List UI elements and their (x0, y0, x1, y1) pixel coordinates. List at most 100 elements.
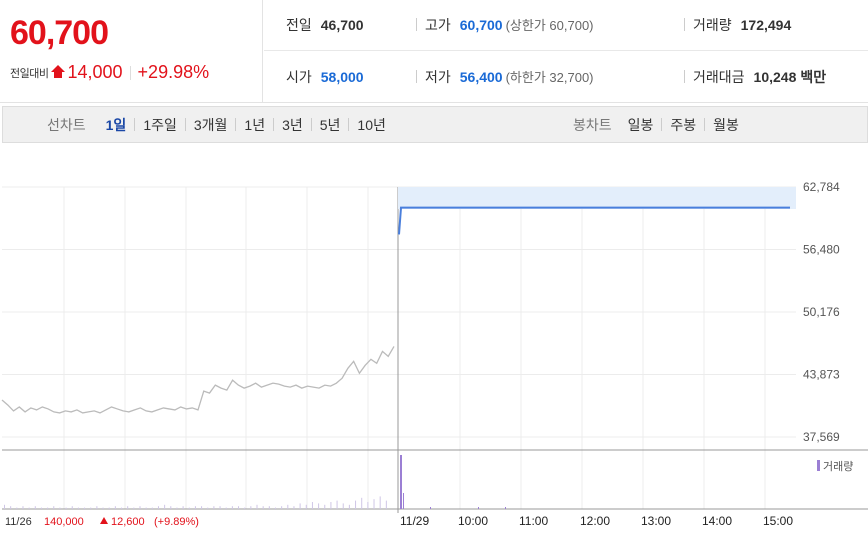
tab-3y[interactable]: 3년 (282, 116, 303, 133)
volume-bar (324, 504, 326, 509)
stat-label: 저가 (425, 68, 451, 85)
chart-highlight (398, 187, 796, 209)
divider (416, 18, 417, 31)
change-amount: 14,000 (67, 62, 123, 82)
quote-panel: 60,700 전일대비 14,000 +29.98% 전일 46,700 고가 … (0, 0, 868, 103)
volume-bar (311, 502, 313, 509)
stats-row-1: 전일 46,700 고가 60,700 (상한가 60,700) 거래량 172… (264, 0, 868, 51)
volume-bar (34, 506, 36, 509)
volume-bar (164, 504, 166, 509)
volume-bar (403, 493, 404, 509)
volume-bar (127, 506, 129, 509)
volume-bar (96, 506, 98, 509)
volume-bar (53, 506, 55, 509)
prev-day-change: 12,600 (111, 516, 145, 528)
volume-bar (71, 506, 73, 509)
tab-10y[interactable]: 10년 (357, 116, 386, 133)
volume-bar (256, 504, 258, 509)
tab-weekly-candle[interactable]: 주봉 (670, 116, 697, 133)
stat-label: 고가 (425, 17, 451, 33)
volume-bar (348, 504, 350, 509)
stat-value: 56,400 (459, 68, 503, 85)
tab-1y[interactable]: 1년 (244, 116, 266, 133)
x-axis-labels: 11/29 10:00 11:00 12:00 13:00 14:00 15:00 (400, 514, 793, 528)
volume-bar (400, 455, 402, 509)
stat-open: 시가 58,000 (286, 67, 364, 87)
prev-day-pct: (+9.89%) (154, 516, 199, 528)
stat-value: 172,494 (740, 17, 792, 33)
volume-bar (47, 507, 49, 509)
volume-bar (213, 506, 215, 509)
volume-bar (430, 507, 431, 509)
chart-tabbar: 선차트 1일 1주일 3개월 1년 3년 5년 10년 봉차트 일봉 주봉 월봉 (2, 106, 868, 143)
volume-bar (90, 507, 92, 509)
volume-bar (22, 506, 24, 509)
volume-bar (157, 506, 159, 509)
stat-high: 고가 60,700 (상한가 60,700) (416, 15, 594, 35)
volume-bar (108, 507, 110, 509)
volume-legend: 거래량 (817, 460, 853, 473)
volume-bar (373, 499, 375, 509)
volume-bar (367, 502, 369, 509)
volume-bar (336, 500, 338, 509)
volume-bar (139, 506, 141, 509)
stat-label: 전일 (286, 17, 312, 33)
volume-bar (385, 500, 387, 509)
tab-1w[interactable]: 1주일 (143, 116, 177, 133)
volume-bars (4, 455, 506, 509)
volume-bar (114, 506, 116, 509)
volume-bar (151, 507, 153, 509)
volume-bar (238, 506, 240, 509)
volume-bar (182, 506, 184, 509)
line-chart-title: 선차트 (47, 116, 86, 133)
volume-bar (77, 507, 79, 509)
x-tick-label: 12:00 (580, 514, 610, 528)
tab-1d[interactable]: 1일 (105, 116, 127, 133)
volume-bar (102, 507, 104, 509)
stat-value: 10,248 (753, 68, 797, 85)
volume-bar (293, 506, 295, 509)
stat-unit: 백만 (800, 68, 827, 85)
candle-chart-tabs: 봉차트 일봉 주봉 월봉 (573, 107, 739, 142)
tab-5y[interactable]: 5년 (319, 116, 341, 133)
volume-bar (250, 506, 252, 509)
today-series (398, 206, 790, 235)
prev-day-date: 11/26 (5, 516, 32, 528)
stats-panel: 전일 46,700 고가 60,700 (상한가 60,700) 거래량 172… (264, 0, 868, 103)
volume-bar (342, 503, 344, 509)
volume-bar (188, 507, 190, 509)
volume-bar (379, 496, 381, 509)
y-tick-label: 43,873 (803, 368, 840, 382)
volume-bar (231, 506, 233, 509)
line-chart-tabs: 선차트 1일 1주일 3개월 1년 3년 5년 10년 (47, 107, 386, 142)
today-line (398, 206, 790, 235)
volume-bar (478, 507, 479, 509)
stat-sub: (상한가 60,700) (505, 18, 594, 33)
volume-bar (244, 507, 246, 509)
tab-monthly-candle[interactable]: 월봉 (713, 116, 739, 133)
volume-bar (274, 507, 276, 509)
prev-day-series (1, 346, 395, 414)
stat-prev-close: 전일 46,700 (286, 15, 364, 35)
volume-bar (219, 506, 221, 509)
tab-3m[interactable]: 3개월 (193, 116, 228, 133)
volume-bar (305, 504, 307, 509)
change-row: 전일대비 14,000 +29.98% (10, 62, 209, 83)
volume-bar (262, 506, 264, 509)
volume-bar (355, 500, 357, 509)
x-tick-label: 10:00 (458, 514, 488, 528)
up-arrow-icon (51, 65, 66, 78)
volume-bar (16, 507, 18, 509)
stat-sub: (하한가 32,700) (505, 69, 594, 85)
tab-daily-candle[interactable]: 일봉 (627, 116, 654, 133)
up-triangle-icon (100, 517, 108, 524)
current-price: 60,700 (10, 14, 109, 52)
x-tick-label: 14:00 (702, 514, 732, 528)
volume-bar (194, 506, 196, 509)
chart-grid (2, 186, 868, 513)
volume-bar (201, 506, 203, 509)
divider (273, 118, 275, 131)
volume-bar (28, 507, 30, 509)
divider (416, 69, 417, 83)
volume-bar (268, 506, 270, 509)
